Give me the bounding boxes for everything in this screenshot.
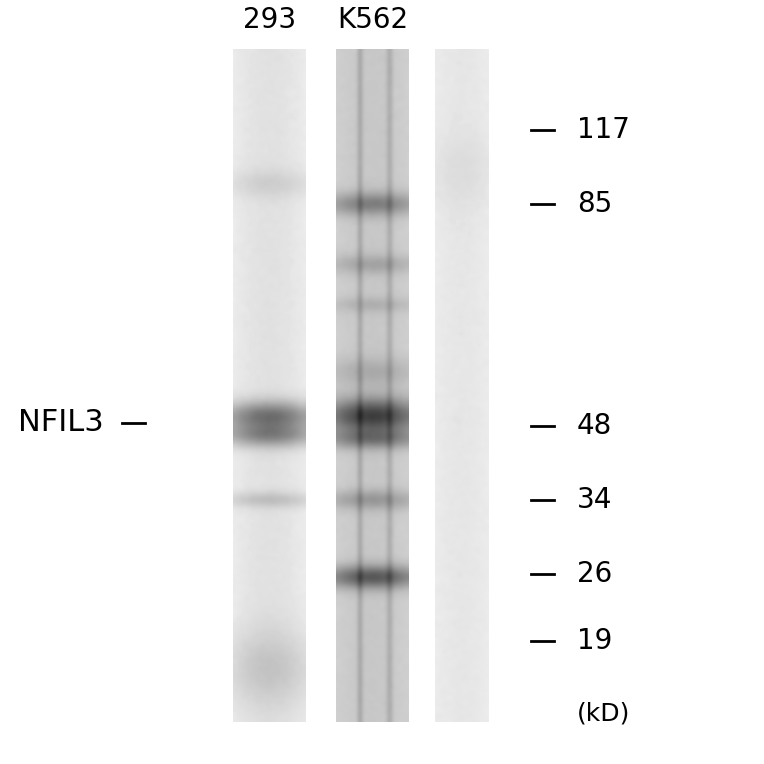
Text: 34: 34 [577, 486, 612, 514]
Text: K562: K562 [337, 6, 408, 34]
Text: 117: 117 [577, 116, 630, 144]
Text: NFIL3: NFIL3 [18, 408, 104, 437]
Text: 293: 293 [243, 6, 296, 34]
Text: 19: 19 [577, 627, 612, 656]
Text: 26: 26 [577, 560, 612, 588]
Text: (kD): (kD) [577, 701, 630, 726]
Text: 85: 85 [577, 190, 612, 219]
Text: 48: 48 [577, 412, 612, 440]
